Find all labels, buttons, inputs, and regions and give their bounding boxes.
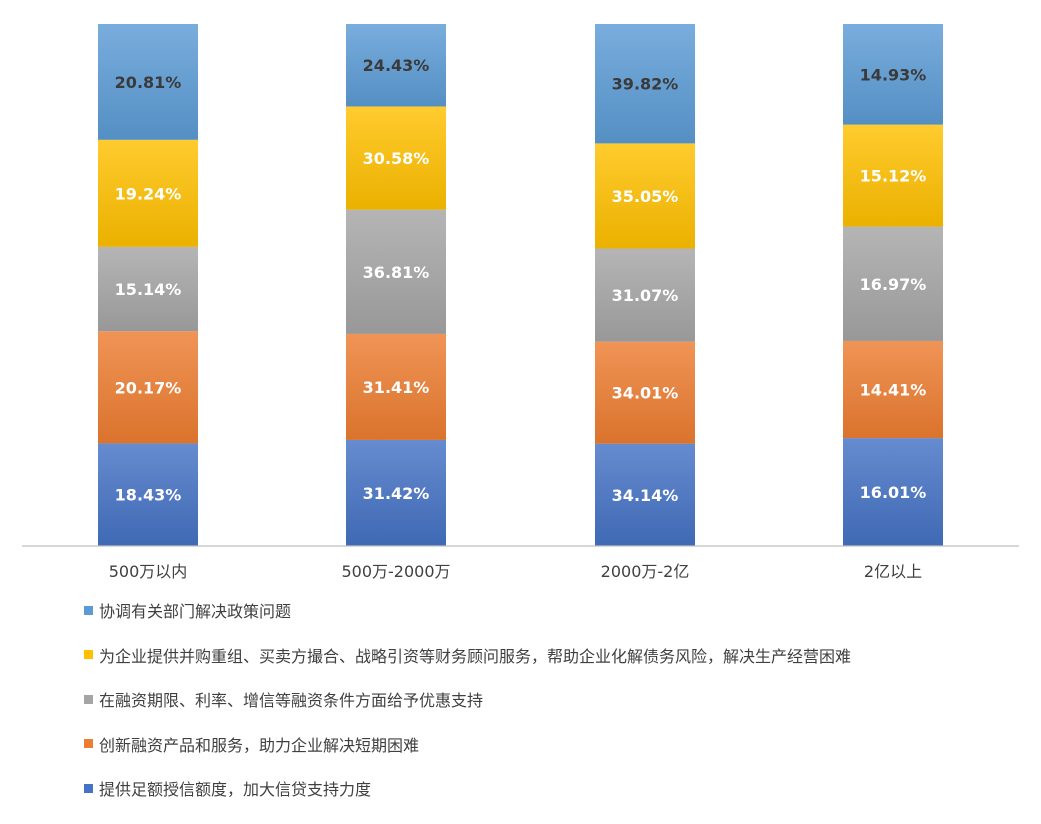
- data-label: 34.14%: [612, 486, 679, 505]
- bar-segment: [595, 24, 695, 144]
- legend-item: 在融资期限、利率、增信等融资条件方面给予优惠支持: [84, 687, 483, 711]
- data-label: 19.24%: [115, 184, 182, 203]
- data-label: 31.42%: [363, 484, 430, 503]
- bar-segment: [346, 209, 446, 334]
- bar-segment: [346, 333, 446, 440]
- legend-label: 为企业提供并购重组、买卖方撮合、战略引资等财务顾问服务，帮助企业化解债务风险，解…: [99, 646, 852, 666]
- bar-segment: [595, 143, 695, 249]
- data-label: 20.17%: [115, 378, 182, 397]
- bar-segment: [595, 341, 695, 444]
- legend-swatch: [84, 783, 93, 793]
- data-label: 14.93%: [860, 65, 927, 84]
- x-tick-label: 500万以内: [109, 562, 188, 581]
- x-tick-label: 2亿以上: [864, 562, 922, 581]
- data-label: 16.01%: [860, 483, 927, 502]
- bars-layer: 18.43% 20.17% 15.14% 19.24% 20.81% 31.42% 31.4…: [98, 24, 943, 546]
- bar-segment: [843, 340, 943, 439]
- data-label: 15.12%: [860, 167, 927, 186]
- legend-item: 创新融资产品和服务，助力企业解决短期困难: [84, 732, 419, 756]
- data-label: 39.82%: [612, 75, 679, 94]
- bar-segment: [595, 248, 695, 342]
- legend-swatch: [84, 650, 93, 659]
- data-label: 30.58%: [363, 149, 430, 168]
- legend-item: 提供足额授信额度，加大信贷支持力度: [84, 776, 371, 800]
- data-label: 14.41%: [860, 381, 927, 400]
- legend-swatch: [84, 605, 93, 615]
- bar-segment: [346, 24, 446, 107]
- legend-label: 提供足额授信额度，加大信贷支持力度: [99, 780, 372, 799]
- x-tick-label: 2000万-2亿: [601, 562, 690, 581]
- legend-swatch: [84, 739, 93, 748]
- data-label: 36.81%: [363, 263, 430, 282]
- data-label: 18.43%: [115, 486, 182, 505]
- bar-segment: [843, 438, 943, 546]
- data-label: 31.07%: [612, 286, 679, 305]
- legend-label: 协调有关部门解决政策问题: [99, 602, 292, 621]
- legend-swatch: [84, 694, 93, 704]
- legend-label: 在融资期限、利率、增信等融资条件方面给予优惠支持: [99, 691, 484, 710]
- bar-segment: [98, 139, 198, 247]
- data-label: 24.43%: [363, 56, 430, 75]
- stacked-bar-chart: 18.43% 20.17% 15.14% 19.24% 20.81% 31.42% 31.4…: [22, 24, 1019, 581]
- bar-segment: [346, 106, 446, 210]
- data-label: 31.41%: [363, 378, 430, 397]
- legend-label: 创新融资产品和服务，助力企业解决短期困难: [99, 735, 420, 755]
- bar-segment: [843, 226, 943, 341]
- bar-segment: [98, 24, 198, 140]
- data-label: 35.05%: [612, 187, 679, 206]
- bar-segment: [595, 443, 695, 546]
- legend-item: 为企业提供并购重组、买卖方撮合、战略引资等财务顾问服务，帮助企业化解债务风险，解…: [84, 643, 851, 667]
- data-label: 34.01%: [612, 384, 679, 403]
- legend-item: 协调有关部门解决政策问题: [84, 598, 291, 622]
- bar-segment: [346, 439, 446, 546]
- x-tick-labels: 500万以内 500万-2000万 2000万-2亿 2亿以上: [109, 562, 922, 581]
- bar-segment: [98, 246, 198, 332]
- bar-segment: [843, 24, 943, 125]
- data-label: 16.97%: [860, 275, 927, 294]
- bar-segment: [98, 443, 198, 546]
- data-label: 20.81%: [115, 73, 182, 92]
- x-tick-label: 500万-2000万: [341, 562, 450, 581]
- bar-segment: [843, 124, 943, 227]
- data-label: 15.14%: [115, 280, 182, 299]
- bar-segment: [98, 331, 198, 444]
